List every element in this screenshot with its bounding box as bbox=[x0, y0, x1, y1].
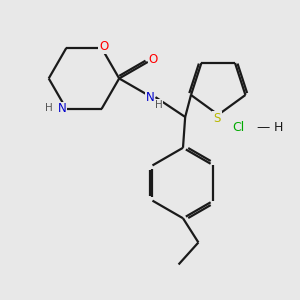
Text: —: — bbox=[257, 122, 270, 134]
Text: N: N bbox=[58, 103, 66, 116]
Text: O: O bbox=[99, 40, 108, 53]
Text: O: O bbox=[149, 53, 158, 66]
Text: Cl: Cl bbox=[232, 122, 244, 134]
Text: H: H bbox=[45, 103, 52, 113]
Text: H: H bbox=[155, 100, 163, 110]
Text: N: N bbox=[146, 91, 154, 104]
Text: S: S bbox=[213, 112, 221, 124]
Text: H: H bbox=[274, 122, 283, 134]
